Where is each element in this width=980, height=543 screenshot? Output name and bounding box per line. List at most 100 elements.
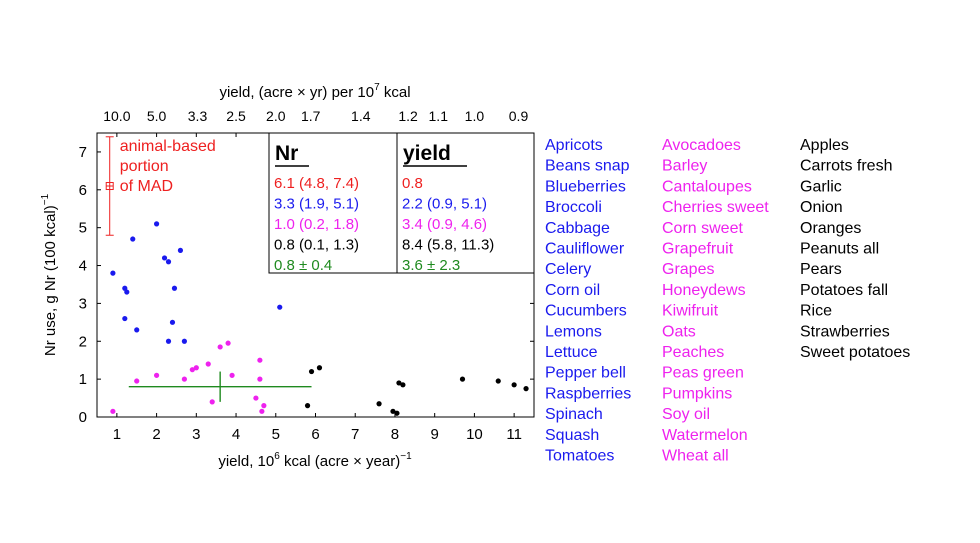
data-point-blue bbox=[153, 221, 160, 227]
mad-annotation-line: of MAD bbox=[120, 178, 173, 195]
data-point-magenta bbox=[225, 340, 231, 346]
top-tick-label: 0.9 bbox=[509, 108, 529, 124]
stats-nr-cell: 6.1 (4.8, 7.4) bbox=[274, 175, 359, 192]
legend-entry: Soy oil bbox=[662, 406, 710, 423]
y-tick-label: 6 bbox=[79, 182, 87, 199]
mad-annotation-line: animal-based bbox=[120, 138, 216, 155]
legend-entry: Cantaloupes bbox=[662, 178, 752, 195]
legend-entry: Squash bbox=[545, 427, 599, 444]
legend-entry: Corn sweet bbox=[662, 220, 743, 237]
legend-entry: Peanuts all bbox=[800, 241, 879, 258]
data-point-black bbox=[396, 380, 402, 386]
top-axis-label-main: yield, (acre × yr) per 10 bbox=[219, 84, 374, 101]
legend-entry: Pears bbox=[800, 261, 842, 278]
legend-entry: Peaches bbox=[662, 344, 724, 361]
data-point-blue bbox=[134, 327, 140, 333]
legend-entry: Oranges bbox=[800, 220, 861, 237]
data-point-magenta bbox=[193, 365, 199, 371]
x-axis-label-main: yield, 10 bbox=[218, 453, 274, 470]
data-point-magenta bbox=[217, 344, 223, 350]
data-point-magenta bbox=[229, 372, 235, 378]
legend-entry: Corn oil bbox=[545, 282, 600, 299]
top-tick-label: 3.3 bbox=[188, 108, 208, 124]
legend-entry: Cherries sweet bbox=[662, 199, 769, 216]
stats-table-header: yield bbox=[403, 142, 451, 165]
legend-entry: Lettuce bbox=[545, 344, 598, 361]
legend-entry: Celery bbox=[545, 261, 591, 278]
legend-entry: Apples bbox=[800, 137, 849, 154]
data-point-black bbox=[400, 382, 406, 388]
data-point-black bbox=[523, 386, 529, 392]
data-point-magenta bbox=[259, 408, 265, 414]
legend-entry: Pumpkins bbox=[662, 385, 732, 402]
data-point-blue bbox=[130, 236, 136, 242]
legend-entry: Cauliflower bbox=[545, 241, 625, 258]
data-point-black bbox=[511, 382, 517, 388]
data-point-magenta bbox=[209, 399, 215, 405]
stats-nr-cell: 3.3 (1.9, 5.1) bbox=[274, 196, 359, 213]
data-point-magenta bbox=[189, 367, 195, 373]
data-point-blue bbox=[122, 315, 128, 322]
y-tick-label: 2 bbox=[79, 333, 87, 350]
legend-entry: Watermelon bbox=[662, 427, 748, 444]
legend-entry: Carrots fresh bbox=[800, 158, 892, 175]
y-axis-label-exp: −1 bbox=[40, 193, 51, 205]
data-point-black bbox=[316, 365, 323, 371]
data-point-magenta bbox=[205, 361, 211, 367]
legend-entry: Blueberries bbox=[545, 178, 626, 195]
top-axis-label-exp: 7 bbox=[374, 82, 380, 93]
top-tick-label: 1.4 bbox=[351, 108, 371, 124]
x-tick-label: 3 bbox=[192, 426, 200, 443]
legend-entry: Wheat all bbox=[662, 448, 729, 465]
x-axis-label: yield, 106 kcal (acre × year)−1 bbox=[218, 451, 412, 470]
x-tick-label: 6 bbox=[311, 426, 319, 443]
legend-entry: Grapes bbox=[662, 261, 714, 278]
data-point-magenta bbox=[110, 408, 116, 414]
legend-entry: Honeydews bbox=[662, 282, 746, 299]
top-tick-label: 5.0 bbox=[147, 108, 167, 124]
data-point-black bbox=[459, 376, 466, 382]
stats-table: Nr yield 6.1 (4.8, 7.4) 0.8 3.3 (1.9, 5.1) 2.… bbox=[268, 132, 535, 274]
y-tick-label: 3 bbox=[79, 295, 87, 312]
legend-entry: Spinach bbox=[545, 406, 603, 423]
data-point-black bbox=[308, 368, 315, 375]
x-tick-label: 11 bbox=[506, 426, 522, 443]
legend-entry: Cabbage bbox=[545, 220, 610, 237]
x-tick-label: 2 bbox=[152, 426, 160, 443]
x-axis-label-exp: 6 bbox=[274, 451, 280, 462]
y-axis-label: Nr use, g Nr (100 kcal)−1 bbox=[40, 193, 59, 356]
stats-yield-cell: 3.6 ± 2.3 bbox=[402, 257, 460, 274]
y-tick-label: 4 bbox=[79, 258, 87, 275]
legend-entry: Apricots bbox=[545, 137, 603, 154]
data-point-magenta bbox=[257, 357, 263, 363]
legend-entry: Kiwifruit bbox=[662, 303, 719, 320]
top-tick-label: 1.7 bbox=[301, 108, 321, 124]
legend-entry: Rice bbox=[800, 303, 832, 320]
legend-entry: Garlic bbox=[800, 178, 842, 195]
data-point-blue bbox=[161, 255, 168, 261]
data-point-blue bbox=[124, 289, 130, 295]
y-tick-label: 7 bbox=[79, 144, 87, 161]
data-point-blue bbox=[277, 304, 283, 310]
x-tick-label: 8 bbox=[391, 426, 399, 443]
legend-entry: Grapefruit bbox=[662, 241, 734, 258]
stats-table-header: Nr bbox=[275, 142, 298, 165]
annotation-group: animal-based portion of MAD bbox=[105, 136, 312, 402]
data-point-magenta bbox=[181, 376, 187, 382]
data-point-black bbox=[304, 403, 311, 409]
data-point-blue bbox=[165, 259, 172, 265]
legend-entry: Pepper bell bbox=[545, 365, 626, 382]
legend-entry: Strawberries bbox=[800, 323, 890, 340]
legend-entry: Peas green bbox=[662, 365, 744, 382]
legend-entry: Broccoli bbox=[545, 199, 602, 216]
data-point-blue bbox=[171, 285, 178, 291]
data-point-blue bbox=[181, 338, 187, 344]
x-tick-label: 4 bbox=[232, 426, 240, 443]
x-axis-label-unit-exp: −1 bbox=[400, 451, 412, 462]
x-tick-label: 9 bbox=[431, 426, 439, 443]
stats-yield-cell: 8.4 (5.8, 11.3) bbox=[402, 237, 494, 254]
legend: Apricots Beans snap Blueberries Broccoli Cab… bbox=[545, 137, 910, 465]
stats-table-box bbox=[268, 132, 535, 274]
